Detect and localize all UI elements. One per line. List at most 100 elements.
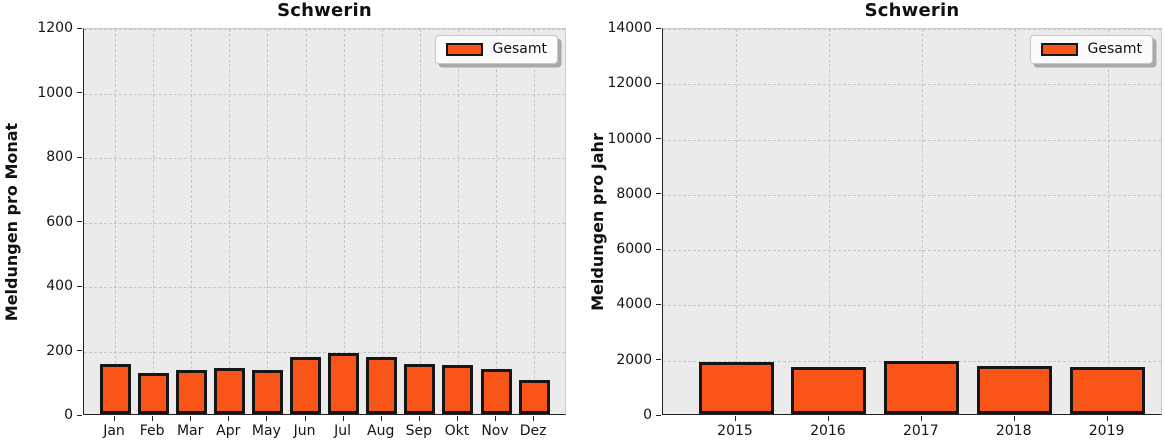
bar-jan — [99, 364, 131, 414]
v-gridline — [267, 29, 269, 414]
legend-color-swatch-icon — [1040, 43, 1078, 56]
bar-apr — [213, 367, 245, 414]
plot-area — [83, 28, 566, 415]
bar-mar — [175, 370, 207, 414]
bar-nov — [480, 368, 512, 414]
v-gridline — [496, 29, 497, 414]
x-tick-mark — [228, 416, 230, 421]
bar-2019 — [1070, 367, 1146, 414]
x-tick-label: Nov — [481, 423, 509, 439]
x-tick-mark — [827, 416, 829, 421]
y-tick-label: 600 — [46, 213, 73, 230]
x-tick-mark — [1013, 416, 1015, 421]
h-gridline — [663, 305, 1161, 307]
bar-2018 — [977, 365, 1053, 414]
v-gridline — [1107, 29, 1109, 414]
y-axis-label: Meldungen pro Jahr — [588, 132, 607, 311]
x-tick-label: 2018 — [995, 423, 1032, 439]
y-tick-mark — [77, 27, 82, 29]
bar-dez — [518, 379, 550, 414]
x-tick-label: 2019 — [1088, 423, 1125, 439]
x-tick-label: 2017 — [902, 423, 939, 439]
h-gridline — [663, 139, 1161, 141]
h-gridline — [663, 84, 1161, 86]
x-tick-label: Aug — [367, 423, 395, 439]
x-tick-label: 2016 — [810, 423, 846, 439]
v-gridline — [153, 29, 155, 414]
v-gridline — [828, 29, 830, 414]
y-tick-mark — [656, 193, 661, 195]
v-gridline — [921, 29, 923, 414]
x-tick-mark — [418, 416, 420, 421]
x-tick-mark — [735, 416, 736, 421]
bar-2017 — [884, 361, 960, 414]
legend: Gesamt — [1029, 35, 1153, 64]
y-tick-mark — [77, 221, 82, 222]
x-tick-label: May — [251, 423, 281, 439]
h-gridline — [663, 250, 1161, 252]
v-gridline — [229, 29, 231, 414]
h-gridline — [663, 29, 1161, 30]
x-tick-label: Mar — [176, 423, 204, 439]
v-gridline — [191, 29, 193, 414]
bar-sep — [404, 364, 436, 414]
y-tick-label: 2000 — [616, 351, 652, 368]
x-tick-mark — [266, 416, 268, 421]
v-gridline — [534, 29, 536, 414]
y-tick-label: 4000 — [616, 296, 652, 313]
legend-label: Gesamt — [492, 41, 547, 57]
bar-feb — [137, 372, 169, 414]
x-tick-mark — [114, 416, 115, 421]
v-gridline — [457, 29, 459, 414]
y-tick-label: 1000 — [37, 84, 73, 101]
y-tick-label: 0 — [643, 407, 652, 423]
bar-2015 — [698, 361, 774, 414]
h-gridline — [663, 194, 1161, 196]
x-tick-label: Dez — [519, 423, 547, 439]
x-tick-label: 2015 — [717, 423, 753, 439]
bar-may — [251, 369, 283, 414]
x-tick-mark — [304, 416, 306, 421]
y-tick-mark — [77, 350, 82, 351]
x-tick-label: Jul — [334, 423, 352, 439]
y-tick-label: 0 — [64, 407, 73, 423]
y-tick-label: 6000 — [616, 241, 652, 258]
y-tick-label: 10000 — [607, 130, 652, 147]
x-tick-label: Feb — [139, 423, 165, 439]
y-tick-label: 12000 — [607, 75, 652, 92]
bar-2016 — [791, 366, 867, 414]
x-tick-mark — [1106, 416, 1108, 421]
y-tick-label: 1200 — [37, 20, 73, 36]
x-tick-label: Jan — [103, 423, 125, 439]
y-tick-label: 400 — [46, 278, 73, 294]
y-tick-mark — [656, 414, 661, 416]
h-gridline — [84, 351, 565, 353]
chart-title: Schwerin — [864, 0, 960, 21]
y-tick-mark — [656, 248, 661, 250]
v-gridline — [1014, 29, 1016, 414]
h-gridline — [84, 93, 565, 95]
y-tick-mark — [77, 92, 82, 93]
v-gridline — [736, 29, 737, 414]
x-tick-mark — [342, 416, 344, 421]
x-tick-mark — [495, 416, 496, 421]
x-tick-mark — [152, 416, 154, 421]
x-tick-label: Sep — [405, 423, 432, 439]
y-tick-label: 14000 — [607, 20, 652, 36]
bar-jul — [328, 352, 360, 414]
h-gridline — [84, 158, 565, 159]
plot-area — [662, 28, 1162, 415]
legend-color-swatch-icon — [445, 43, 483, 56]
v-gridline — [381, 29, 383, 414]
y-tick-mark — [656, 138, 661, 140]
y-tick-mark — [656, 303, 661, 305]
y-tick-label: 200 — [46, 342, 73, 359]
y-tick-mark — [77, 156, 82, 158]
x-tick-label: Okt — [444, 423, 470, 439]
bar-aug — [366, 357, 398, 414]
h-gridline — [84, 222, 565, 224]
y-tick-mark — [656, 27, 661, 29]
h-gridline — [84, 29, 565, 30]
x-tick-mark — [533, 416, 535, 421]
